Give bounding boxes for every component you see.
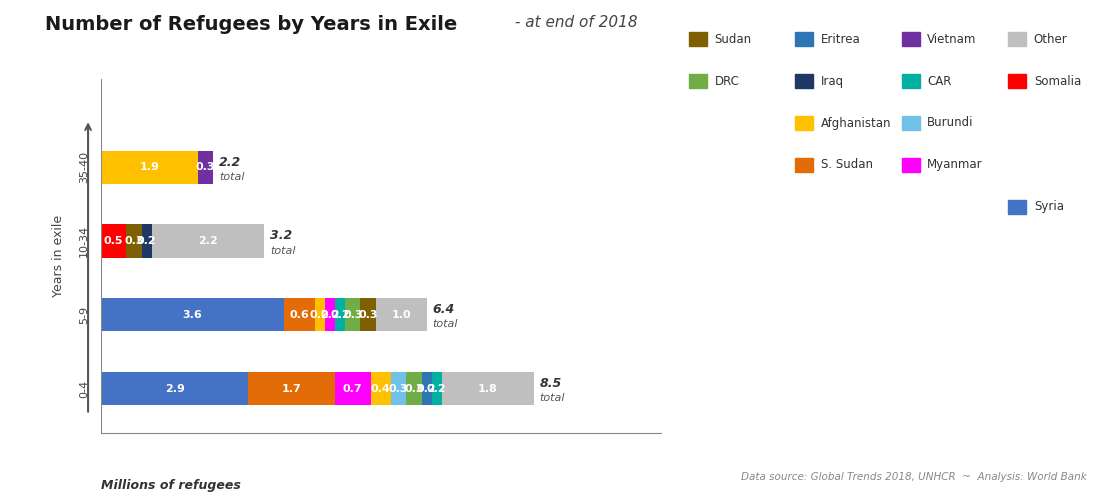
Bar <box>391 372 407 405</box>
Text: Syria: Syria <box>1034 200 1064 213</box>
Bar <box>325 298 335 332</box>
Text: 0.5: 0.5 <box>104 236 123 246</box>
Bar <box>127 224 141 258</box>
Text: Millions of refugees: Millions of refugees <box>101 479 241 492</box>
Bar <box>442 372 533 405</box>
Text: 0.2: 0.2 <box>417 384 437 394</box>
Text: 0.4: 0.4 <box>371 384 391 394</box>
Text: 1.0: 1.0 <box>391 310 411 320</box>
Text: Iraq: Iraq <box>821 75 844 88</box>
Text: 0.3: 0.3 <box>404 384 423 394</box>
Text: 1.9: 1.9 <box>139 162 159 172</box>
Text: 2.2: 2.2 <box>218 155 241 169</box>
Text: 2.2: 2.2 <box>198 236 217 246</box>
Text: 3.6: 3.6 <box>183 310 203 320</box>
Text: Number of Refugees by Years in Exile: Number of Refugees by Years in Exile <box>45 15 457 34</box>
Text: Eritrea: Eritrea <box>821 33 860 46</box>
Text: 2.9: 2.9 <box>165 384 185 394</box>
Text: Years in exile: Years in exile <box>53 215 65 297</box>
Text: Myanmar: Myanmar <box>927 158 983 171</box>
Text: Somalia: Somalia <box>1034 75 1081 88</box>
Text: Data source: Global Trends 2018, UNHCR  ~  Analysis: World Bank: Data source: Global Trends 2018, UNHCR ~… <box>740 472 1086 482</box>
Text: Sudan: Sudan <box>715 33 752 46</box>
Bar <box>151 224 263 258</box>
Text: 0.6: 0.6 <box>289 310 309 320</box>
Text: 0.3: 0.3 <box>389 384 409 394</box>
Bar <box>421 372 431 405</box>
Text: Vietnam: Vietnam <box>927 33 977 46</box>
Text: total: total <box>270 246 296 256</box>
Bar <box>197 151 213 184</box>
Bar <box>141 224 151 258</box>
Text: Afghanistan: Afghanistan <box>821 117 892 129</box>
Bar <box>315 298 325 332</box>
Text: 0.3: 0.3 <box>343 310 363 320</box>
Text: S. Sudan: S. Sudan <box>821 158 872 171</box>
Text: 0.2: 0.2 <box>137 236 157 246</box>
Bar <box>284 298 315 332</box>
Text: Burundi: Burundi <box>927 117 974 129</box>
Text: 3.2: 3.2 <box>270 229 292 243</box>
Bar <box>375 298 427 332</box>
Text: Other: Other <box>1034 33 1067 46</box>
Bar <box>249 372 335 405</box>
Text: - at end of 2018: - at end of 2018 <box>510 15 637 30</box>
Bar <box>361 298 375 332</box>
Text: 8.5: 8.5 <box>540 377 562 390</box>
Text: 0.3: 0.3 <box>195 162 215 172</box>
Bar <box>335 298 345 332</box>
Text: DRC: DRC <box>715 75 739 88</box>
Text: CAR: CAR <box>927 75 952 88</box>
Bar <box>101 298 284 332</box>
Text: 1.8: 1.8 <box>478 384 497 394</box>
Bar <box>407 372 421 405</box>
Bar <box>431 372 442 405</box>
Text: 0.2: 0.2 <box>427 384 447 394</box>
Text: 0.7: 0.7 <box>343 384 363 394</box>
Bar <box>101 151 197 184</box>
Text: 0.3: 0.3 <box>124 236 143 246</box>
Text: 0.2: 0.2 <box>330 310 349 320</box>
Text: total: total <box>540 393 566 403</box>
Bar <box>101 224 127 258</box>
Bar <box>101 372 249 405</box>
Text: 0.3: 0.3 <box>358 310 377 320</box>
Text: total: total <box>218 172 244 182</box>
Text: 0.2: 0.2 <box>320 310 339 320</box>
Text: total: total <box>432 319 458 330</box>
Bar <box>335 372 371 405</box>
Text: 0.2: 0.2 <box>310 310 329 320</box>
Bar <box>345 298 361 332</box>
Bar <box>371 372 391 405</box>
Text: 1.7: 1.7 <box>282 384 301 394</box>
Text: 6.4: 6.4 <box>432 303 455 316</box>
